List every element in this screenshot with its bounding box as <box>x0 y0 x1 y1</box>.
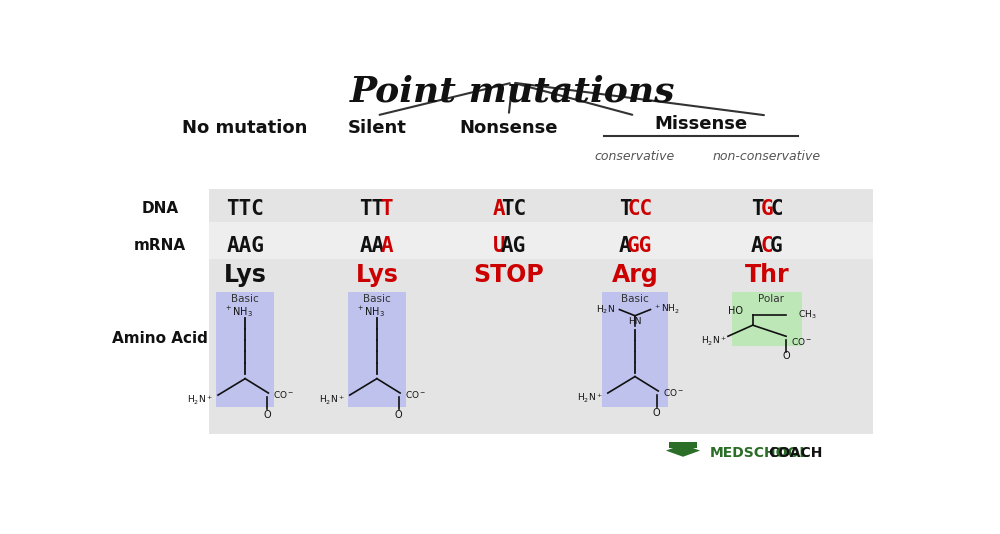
Text: $^+$NH$_3$: $^+$NH$_3$ <box>224 304 253 319</box>
Text: AAG: AAG <box>226 236 264 256</box>
Text: Amino Acid: Amino Acid <box>112 331 208 346</box>
Text: CO$^-$: CO$^-$ <box>663 387 684 398</box>
Text: A: A <box>380 236 393 256</box>
Bar <box>669 442 697 447</box>
Text: Polar: Polar <box>758 294 784 304</box>
Text: Thr: Thr <box>744 263 789 287</box>
Text: $^+$NH$_3$: $^+$NH$_3$ <box>356 304 385 319</box>
Text: T: T <box>380 199 393 219</box>
Text: Point mutations: Point mutations <box>350 74 675 108</box>
Text: U: U <box>493 236 505 256</box>
Text: TC: TC <box>501 199 526 219</box>
Text: H$_2$N$^+$: H$_2$N$^+$ <box>319 394 345 406</box>
Text: HN: HN <box>628 317 642 326</box>
Text: O: O <box>395 410 402 420</box>
Bar <box>602 292 668 407</box>
Text: A: A <box>493 199 505 219</box>
Bar <box>209 260 873 434</box>
Text: Lys: Lys <box>224 263 267 287</box>
Text: Lys: Lys <box>355 263 398 287</box>
Text: TTC: TTC <box>226 199 264 219</box>
Text: HO: HO <box>728 306 743 316</box>
Text: Missense: Missense <box>654 115 747 133</box>
Text: Arg: Arg <box>612 263 658 287</box>
Text: CO$^-$: CO$^-$ <box>405 389 426 400</box>
Bar <box>216 292 274 407</box>
Bar <box>348 292 406 407</box>
Text: MEDSCHOOL: MEDSCHOOL <box>710 446 809 460</box>
Text: G: G <box>760 199 773 219</box>
Bar <box>209 222 873 260</box>
Text: COACH: COACH <box>768 446 823 460</box>
Bar <box>732 292 802 345</box>
Text: TT: TT <box>359 199 385 219</box>
Text: DNA: DNA <box>141 201 178 216</box>
Text: H$_2$N$^+$: H$_2$N$^+$ <box>701 335 727 348</box>
Text: AA: AA <box>359 236 385 256</box>
Text: T: T <box>619 199 632 219</box>
Text: Basic: Basic <box>363 294 391 304</box>
Text: Silent: Silent <box>347 119 406 137</box>
Text: No mutation: No mutation <box>182 119 308 137</box>
Bar <box>209 190 873 222</box>
Text: C: C <box>770 199 783 219</box>
Text: $^+$NH$_2$: $^+$NH$_2$ <box>653 303 679 316</box>
Text: CC: CC <box>627 199 652 219</box>
Text: H$_2$N$^+$: H$_2$N$^+$ <box>577 391 603 405</box>
Text: STOP: STOP <box>473 263 544 287</box>
Text: conservative: conservative <box>595 150 675 163</box>
Text: mRNA: mRNA <box>134 238 186 253</box>
Text: A: A <box>619 236 632 256</box>
Text: Basic: Basic <box>231 294 259 304</box>
Text: H$_2$N: H$_2$N <box>596 303 615 316</box>
Text: AG: AG <box>501 236 526 256</box>
Text: CH$_3$: CH$_3$ <box>798 309 816 321</box>
Text: T: T <box>751 199 763 219</box>
Text: GG: GG <box>627 236 652 256</box>
Text: non-conservative: non-conservative <box>713 150 821 163</box>
Text: CO$^-$: CO$^-$ <box>273 389 295 400</box>
Text: O: O <box>782 351 790 361</box>
Text: Nonsense: Nonsense <box>459 119 558 137</box>
Text: Basic: Basic <box>621 294 649 304</box>
Text: A: A <box>751 236 763 256</box>
Text: G: G <box>770 236 783 256</box>
Text: O: O <box>653 408 660 418</box>
Polygon shape <box>666 444 700 457</box>
Text: H$_2$N$^+$: H$_2$N$^+$ <box>187 394 213 406</box>
Text: CO$^-$: CO$^-$ <box>791 336 812 347</box>
Text: C: C <box>760 236 773 256</box>
Text: O: O <box>263 410 271 420</box>
